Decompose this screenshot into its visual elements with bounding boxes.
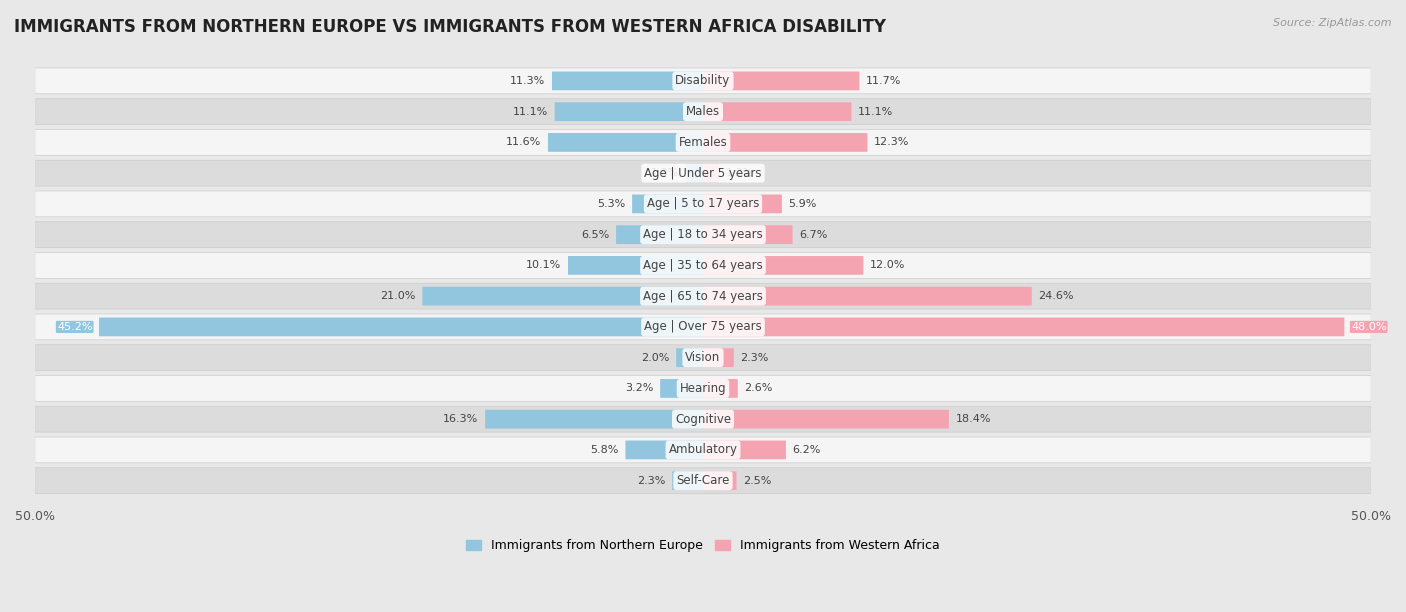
Text: Ambulatory: Ambulatory: [668, 444, 738, 457]
Text: 2.3%: 2.3%: [741, 353, 769, 363]
Text: 45.2%: 45.2%: [58, 322, 93, 332]
FancyBboxPatch shape: [553, 72, 703, 91]
Text: 12.3%: 12.3%: [875, 138, 910, 147]
FancyBboxPatch shape: [35, 253, 1371, 278]
Text: Females: Females: [679, 136, 727, 149]
FancyBboxPatch shape: [672, 471, 703, 490]
Text: 2.3%: 2.3%: [637, 476, 665, 486]
Text: 6.2%: 6.2%: [793, 445, 821, 455]
Text: 45.2%: 45.2%: [58, 322, 93, 332]
Text: 1.2%: 1.2%: [725, 168, 754, 178]
Text: Age | Under 5 years: Age | Under 5 years: [644, 166, 762, 180]
Text: Age | 5 to 17 years: Age | 5 to 17 years: [647, 198, 759, 211]
FancyBboxPatch shape: [35, 468, 1371, 494]
FancyBboxPatch shape: [703, 348, 734, 367]
FancyBboxPatch shape: [35, 160, 1371, 186]
FancyBboxPatch shape: [35, 376, 1371, 401]
FancyBboxPatch shape: [35, 68, 1371, 94]
FancyBboxPatch shape: [676, 348, 703, 367]
Text: 2.6%: 2.6%: [744, 383, 773, 394]
FancyBboxPatch shape: [703, 225, 793, 244]
FancyBboxPatch shape: [548, 133, 703, 152]
FancyBboxPatch shape: [703, 133, 868, 152]
Text: 11.3%: 11.3%: [510, 76, 546, 86]
Text: 6.7%: 6.7%: [799, 230, 828, 240]
FancyBboxPatch shape: [98, 318, 703, 336]
Text: IMMIGRANTS FROM NORTHERN EUROPE VS IMMIGRANTS FROM WESTERN AFRICA DISABILITY: IMMIGRANTS FROM NORTHERN EUROPE VS IMMIG…: [14, 18, 886, 36]
Text: 5.3%: 5.3%: [598, 199, 626, 209]
FancyBboxPatch shape: [35, 345, 1371, 371]
Text: 5.9%: 5.9%: [789, 199, 817, 209]
Text: 1.3%: 1.3%: [651, 168, 679, 178]
Text: 21.0%: 21.0%: [381, 291, 416, 301]
FancyBboxPatch shape: [703, 102, 852, 121]
FancyBboxPatch shape: [703, 471, 737, 490]
Text: 2.0%: 2.0%: [641, 353, 669, 363]
FancyBboxPatch shape: [35, 222, 1371, 248]
FancyBboxPatch shape: [616, 225, 703, 244]
FancyBboxPatch shape: [35, 191, 1371, 217]
FancyBboxPatch shape: [703, 195, 782, 214]
Text: Cognitive: Cognitive: [675, 412, 731, 426]
FancyBboxPatch shape: [703, 379, 738, 398]
Text: 6.5%: 6.5%: [581, 230, 609, 240]
FancyBboxPatch shape: [703, 256, 863, 275]
FancyBboxPatch shape: [35, 437, 1371, 463]
Text: 11.1%: 11.1%: [513, 106, 548, 117]
Text: Age | 35 to 64 years: Age | 35 to 64 years: [643, 259, 763, 272]
Text: 12.0%: 12.0%: [870, 261, 905, 271]
FancyBboxPatch shape: [35, 130, 1371, 155]
Text: 11.1%: 11.1%: [858, 106, 893, 117]
FancyBboxPatch shape: [703, 318, 1344, 336]
Text: 3.2%: 3.2%: [626, 383, 654, 394]
FancyBboxPatch shape: [703, 287, 1032, 305]
Text: Age | Over 75 years: Age | Over 75 years: [644, 321, 762, 334]
Text: Hearing: Hearing: [679, 382, 727, 395]
Text: 16.3%: 16.3%: [443, 414, 478, 424]
FancyBboxPatch shape: [554, 102, 703, 121]
Text: 18.4%: 18.4%: [956, 414, 991, 424]
FancyBboxPatch shape: [633, 195, 703, 214]
FancyBboxPatch shape: [661, 379, 703, 398]
Text: Source: ZipAtlas.com: Source: ZipAtlas.com: [1274, 18, 1392, 28]
FancyBboxPatch shape: [568, 256, 703, 275]
Text: 48.0%: 48.0%: [1351, 322, 1386, 332]
Text: Males: Males: [686, 105, 720, 118]
FancyBboxPatch shape: [35, 406, 1371, 432]
Text: Age | 65 to 74 years: Age | 65 to 74 years: [643, 289, 763, 303]
Text: 11.7%: 11.7%: [866, 76, 901, 86]
Text: 10.1%: 10.1%: [526, 261, 561, 271]
Text: 11.6%: 11.6%: [506, 138, 541, 147]
Text: 5.8%: 5.8%: [591, 445, 619, 455]
FancyBboxPatch shape: [703, 164, 718, 182]
FancyBboxPatch shape: [485, 410, 703, 428]
FancyBboxPatch shape: [703, 72, 859, 91]
FancyBboxPatch shape: [35, 283, 1371, 309]
FancyBboxPatch shape: [626, 441, 703, 459]
FancyBboxPatch shape: [35, 314, 1371, 340]
FancyBboxPatch shape: [422, 287, 703, 305]
Text: Self-Care: Self-Care: [676, 474, 730, 487]
Text: 48.0%: 48.0%: [1351, 322, 1386, 332]
Text: Age | 18 to 34 years: Age | 18 to 34 years: [643, 228, 763, 241]
FancyBboxPatch shape: [686, 164, 703, 182]
Text: 2.5%: 2.5%: [744, 476, 772, 486]
Legend: Immigrants from Northern Europe, Immigrants from Western Africa: Immigrants from Northern Europe, Immigra…: [461, 534, 945, 557]
FancyBboxPatch shape: [703, 441, 786, 459]
FancyBboxPatch shape: [35, 99, 1371, 125]
Text: 24.6%: 24.6%: [1039, 291, 1074, 301]
Text: Disability: Disability: [675, 75, 731, 88]
Text: Vision: Vision: [685, 351, 721, 364]
FancyBboxPatch shape: [703, 410, 949, 428]
